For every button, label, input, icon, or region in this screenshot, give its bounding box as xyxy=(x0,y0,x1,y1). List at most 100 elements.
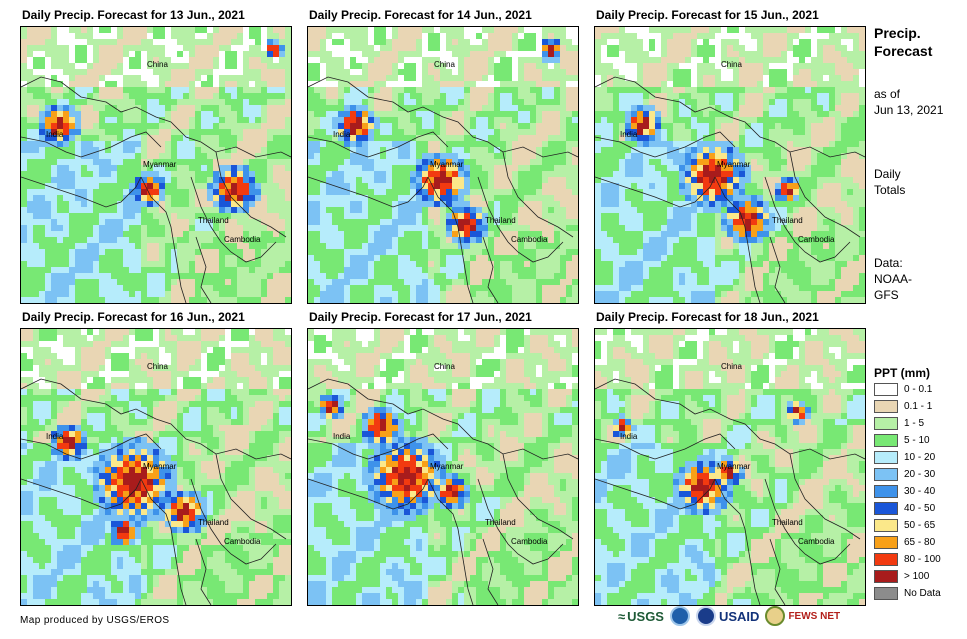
legend-item: 80 - 100 xyxy=(874,551,941,567)
place-label-cambodia: Cambodia xyxy=(798,537,835,546)
border-line xyxy=(477,176,564,263)
border-line xyxy=(215,453,287,540)
sidebar-data-source: Data: NOAA- GFS xyxy=(874,255,912,303)
place-label-thailand: Thailand xyxy=(485,216,516,225)
map-svg: China India Myanmar Thailand Cambodia xyxy=(595,329,865,605)
border-line xyxy=(308,438,369,460)
legend-label: 1 - 5 xyxy=(904,417,925,429)
border-line xyxy=(80,131,162,158)
place-label-thailand: Thailand xyxy=(772,216,803,225)
usaid-seal-icon xyxy=(695,606,716,626)
border-line xyxy=(367,131,449,158)
map-svg: China India Myanmar Thailand Cambodia xyxy=(308,27,578,303)
legend-item: 1 - 5 xyxy=(874,415,924,431)
border-line xyxy=(595,76,865,158)
title-line-1: Precip. xyxy=(874,25,921,41)
legend-label: 80 - 100 xyxy=(904,553,941,565)
legend-swatch xyxy=(874,433,898,447)
place-label-china: China xyxy=(721,60,742,69)
asof-line-2: Jun 13, 2021 xyxy=(874,103,944,117)
legend-label: 10 - 20 xyxy=(904,451,936,463)
border-line xyxy=(427,478,474,605)
border-line xyxy=(714,478,761,605)
sidebar-title: Precip. Forecast xyxy=(874,24,932,60)
legend-item: 10 - 20 xyxy=(874,449,935,465)
border-line xyxy=(215,151,287,238)
panel-title: Daily Precip. Forecast for 17 Jun., 2021 xyxy=(309,310,532,324)
totals-line-1: Daily xyxy=(874,167,901,181)
legend-label: 5 - 10 xyxy=(904,434,930,446)
precip-map: China India Myanmar Thailand Cambodia xyxy=(594,328,866,606)
place-label-india: India xyxy=(333,130,351,139)
place-label-thailand: Thailand xyxy=(772,518,803,527)
legend-item: No Data xyxy=(874,585,941,601)
place-label-cambodia: Cambodia xyxy=(224,537,261,546)
asof-line-1: as of xyxy=(874,87,901,101)
usaid-text: USAID xyxy=(718,608,760,624)
legend-item: 40 - 50 xyxy=(874,500,935,516)
border-line xyxy=(769,236,786,303)
legend-swatch xyxy=(874,484,898,498)
map-svg: China India Myanmar Thailand Cambodia xyxy=(308,329,578,605)
border-line xyxy=(595,438,656,460)
usgs-text: USGS xyxy=(627,608,664,624)
place-label-myanmar: Myanmar xyxy=(143,160,177,169)
border-line xyxy=(195,538,212,605)
place-label-cambodia: Cambodia xyxy=(798,235,835,244)
usgs-logo: ≈ USGS xyxy=(618,609,664,624)
place-label-china: China xyxy=(434,60,455,69)
map-svg: China India Myanmar Thailand Cambodia xyxy=(595,27,865,303)
border-line xyxy=(427,176,474,303)
border-line xyxy=(195,236,212,303)
panel-title: Daily Precip. Forecast for 15 Jun., 2021 xyxy=(596,8,819,22)
border-line xyxy=(21,176,142,208)
place-label-india: India xyxy=(46,130,64,139)
legend-item: 0.1 - 1 xyxy=(874,398,932,414)
border-line xyxy=(140,478,187,605)
border-line xyxy=(654,131,736,158)
border-line xyxy=(21,378,291,460)
logo-strip: ≈ USGS USAID FEWS NET xyxy=(618,606,840,626)
place-label-thailand: Thailand xyxy=(198,518,229,527)
precip-map: China India Myanmar Thailand Cambodia xyxy=(307,328,579,606)
panel-title: Daily Precip. Forecast for 14 Jun., 2021 xyxy=(309,8,532,22)
place-label-india: India xyxy=(620,130,638,139)
border-line xyxy=(308,176,429,208)
panel-title: Daily Precip. Forecast for 16 Jun., 2021 xyxy=(22,310,245,324)
usgs-wave-icon: ≈ xyxy=(618,608,626,624)
panel-title: Daily Precip. Forecast for 13 Jun., 2021 xyxy=(22,8,245,22)
border-line xyxy=(789,453,861,540)
border-line xyxy=(714,176,761,303)
border-line xyxy=(482,236,499,303)
border-line xyxy=(190,478,277,565)
precip-map: China India Myanmar Thailand Cambodia xyxy=(594,26,866,304)
data-line-2: NOAA- xyxy=(874,272,913,286)
border-line xyxy=(595,478,716,510)
place-label-china: China xyxy=(434,362,455,371)
place-label-china: China xyxy=(147,362,168,371)
place-label-india: India xyxy=(333,432,351,441)
place-label-india: India xyxy=(46,432,64,441)
fews-seal-icon xyxy=(765,606,786,626)
place-label-myanmar: Myanmar xyxy=(717,160,751,169)
border-line xyxy=(789,151,861,238)
place-label-china: China xyxy=(147,60,168,69)
border-line xyxy=(21,438,82,460)
sidebar-asof: as of Jun 13, 2021 xyxy=(874,86,943,118)
data-line-3: GFS xyxy=(874,288,899,302)
border-line xyxy=(308,478,429,510)
border-line xyxy=(367,433,449,460)
legend-swatch xyxy=(874,416,898,430)
precip-map: China India Myanmar Thailand Cambodia xyxy=(20,328,292,606)
legend-item: 50 - 65 xyxy=(874,517,935,533)
place-label-china: China xyxy=(721,362,742,371)
border-line xyxy=(502,453,574,540)
legend-item: 0 - 0.1 xyxy=(874,381,932,397)
border-line xyxy=(769,538,786,605)
legend-swatch xyxy=(874,552,898,566)
legend-item: 65 - 80 xyxy=(874,534,935,550)
legend-label: 65 - 80 xyxy=(904,536,936,548)
border-line xyxy=(595,136,656,158)
legend-label: 0 - 0.1 xyxy=(904,383,933,395)
border-line xyxy=(482,538,499,605)
